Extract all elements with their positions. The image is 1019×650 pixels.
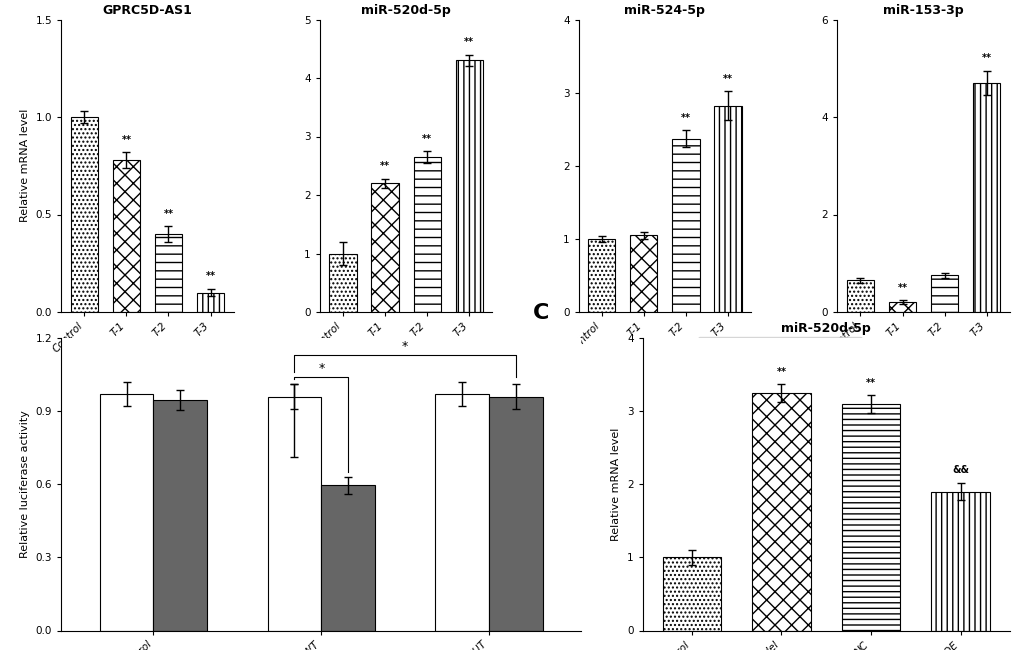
Bar xyxy=(197,292,224,312)
Bar xyxy=(371,183,398,312)
Text: **: ** xyxy=(422,134,432,144)
Bar xyxy=(489,396,542,630)
Text: **: ** xyxy=(380,161,389,172)
Title: miR-520d-5p: miR-520d-5p xyxy=(781,322,870,335)
Text: **: ** xyxy=(464,37,474,47)
Bar xyxy=(267,396,321,630)
Text: &&: && xyxy=(951,465,968,475)
Y-axis label: Relative luciferase activity: Relative luciferase activity xyxy=(20,410,30,558)
Bar xyxy=(972,83,1000,312)
Title: miR-524-5p: miR-524-5p xyxy=(624,4,704,17)
Title: miR-153-3p: miR-153-3p xyxy=(882,4,963,17)
Text: **: ** xyxy=(163,209,173,219)
Text: *: * xyxy=(318,361,324,374)
Text: A: A xyxy=(0,0,6,5)
Title: GPRC5D-AS1: GPRC5D-AS1 xyxy=(102,4,193,17)
Bar xyxy=(662,557,720,630)
Title: miR-520d-5p: miR-520d-5p xyxy=(361,4,450,17)
Bar xyxy=(713,106,741,312)
Bar xyxy=(752,393,810,630)
Bar xyxy=(930,276,957,312)
Y-axis label: Relative mRNA level: Relative mRNA level xyxy=(610,428,621,541)
Bar xyxy=(435,394,489,630)
Text: **: ** xyxy=(775,367,786,377)
Y-axis label: Relative mRNA level: Relative mRNA level xyxy=(20,109,30,222)
Bar xyxy=(888,302,915,312)
Bar xyxy=(413,157,440,312)
Text: **: ** xyxy=(121,135,131,145)
Bar xyxy=(321,486,375,630)
Text: **: ** xyxy=(206,271,215,281)
Text: **: ** xyxy=(722,74,733,84)
Bar xyxy=(70,117,98,312)
Bar xyxy=(930,491,988,630)
Bar xyxy=(100,394,153,630)
Bar xyxy=(153,400,207,630)
Bar xyxy=(630,235,657,312)
Bar xyxy=(846,280,873,312)
Legend: NC mimics, hsa-miR-520d-5p mimics: NC mimics, hsa-miR-520d-5p mimics xyxy=(697,337,861,373)
Bar xyxy=(113,160,140,312)
Bar xyxy=(329,254,357,312)
Text: **: ** xyxy=(980,53,990,64)
Text: C: C xyxy=(532,303,548,323)
Bar xyxy=(455,60,482,312)
Bar xyxy=(672,138,699,312)
Text: **: ** xyxy=(681,112,690,123)
Bar xyxy=(588,239,614,312)
Bar xyxy=(155,234,182,312)
Text: **: ** xyxy=(897,283,907,293)
Text: *: * xyxy=(401,339,408,352)
Text: **: ** xyxy=(865,378,875,387)
Bar xyxy=(841,404,899,630)
